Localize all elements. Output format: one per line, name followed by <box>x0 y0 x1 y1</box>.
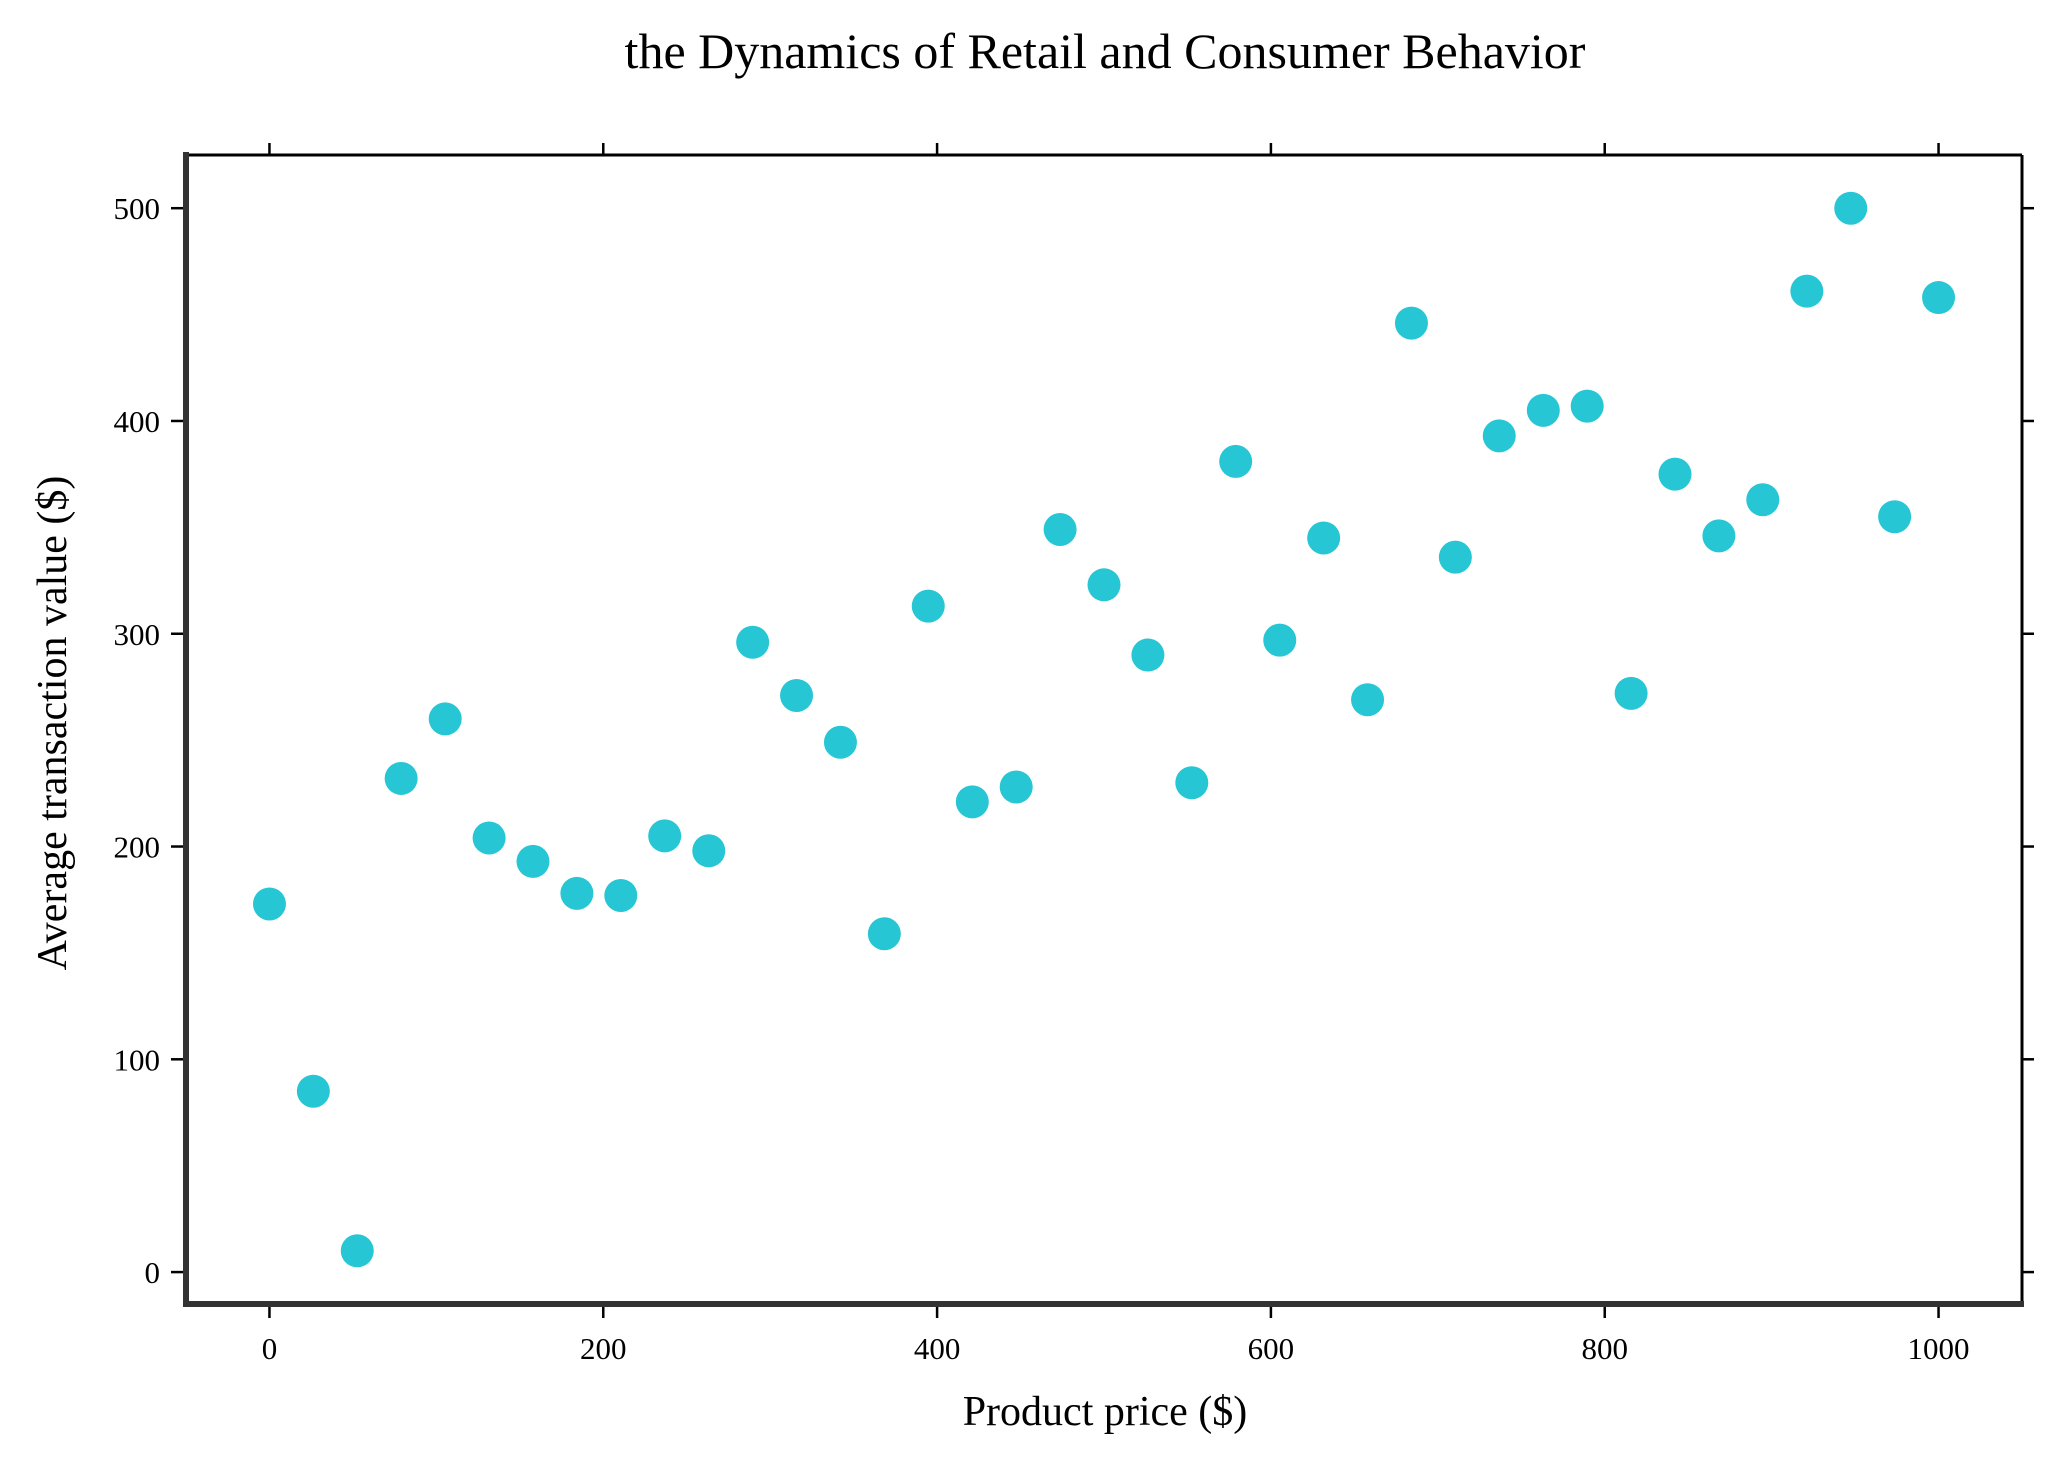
data-point <box>1482 419 1516 453</box>
x-axis-label: Product price ($) <box>963 1389 1248 1435</box>
plot-frame <box>183 152 2024 1307</box>
data-point <box>867 917 901 951</box>
data-point <box>252 887 286 921</box>
y-tick-label: 500 <box>114 191 161 226</box>
data-point <box>1746 483 1780 517</box>
data-point <box>384 761 418 795</box>
x-tick-label: 800 <box>1581 1331 1628 1366</box>
data-point <box>428 702 462 736</box>
x-axis: 0 200 400 600 800 1000 <box>262 143 1970 1366</box>
data-point <box>340 1234 374 1268</box>
x-tick-label: 1000 <box>1908 1331 1970 1366</box>
y-tick-label: 0 <box>145 1255 161 1290</box>
data-point <box>1438 540 1472 574</box>
data-point <box>1526 393 1560 427</box>
data-point <box>1219 444 1253 478</box>
y-tick-label: 200 <box>114 830 161 865</box>
data-point <box>1702 519 1736 553</box>
data-point <box>1131 638 1165 672</box>
data-point <box>780 678 814 712</box>
x-tick-label: 0 <box>262 1331 278 1366</box>
data-point <box>823 725 857 759</box>
y-tick-label: 400 <box>114 404 161 439</box>
data-point <box>1307 521 1341 555</box>
x-tick-label: 400 <box>914 1331 961 1366</box>
y-axis: 0 100 200 300 400 500 <box>114 191 2034 1290</box>
data-point <box>1263 623 1297 657</box>
data-point <box>955 785 989 819</box>
data-point <box>1087 568 1121 602</box>
data-point <box>1394 306 1428 340</box>
data-point <box>911 589 945 623</box>
data-point <box>1043 512 1077 546</box>
data-point <box>648 819 682 853</box>
y-axis-label: Average transaction value ($) <box>30 476 76 971</box>
data-point <box>736 625 770 659</box>
data-point <box>1351 683 1385 717</box>
x-tick-label: 600 <box>1248 1331 1295 1366</box>
chart-title: the Dynamics of Retail and Consumer Beha… <box>625 23 1586 79</box>
data-point <box>1878 500 1912 534</box>
data-point <box>1834 191 1868 225</box>
data-point <box>472 821 506 855</box>
data-point <box>692 834 726 868</box>
data-point <box>1614 676 1648 710</box>
data-point <box>1922 281 1956 315</box>
data-point <box>999 770 1033 804</box>
x-tick-label: 200 <box>580 1331 627 1366</box>
data-point <box>296 1074 330 1108</box>
data-point <box>560 876 594 910</box>
data-point <box>1790 274 1824 308</box>
data-point <box>1570 389 1604 423</box>
data-point <box>516 844 550 878</box>
data-point <box>1175 766 1209 800</box>
y-tick-label: 300 <box>114 617 161 652</box>
data-points <box>252 191 1956 1268</box>
data-point <box>604 878 638 912</box>
y-tick-label: 100 <box>114 1042 161 1077</box>
data-point <box>1658 457 1692 491</box>
